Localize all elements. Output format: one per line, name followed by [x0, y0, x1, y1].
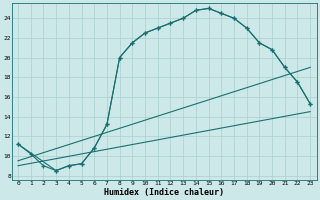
X-axis label: Humidex (Indice chaleur): Humidex (Indice chaleur)	[104, 188, 224, 197]
